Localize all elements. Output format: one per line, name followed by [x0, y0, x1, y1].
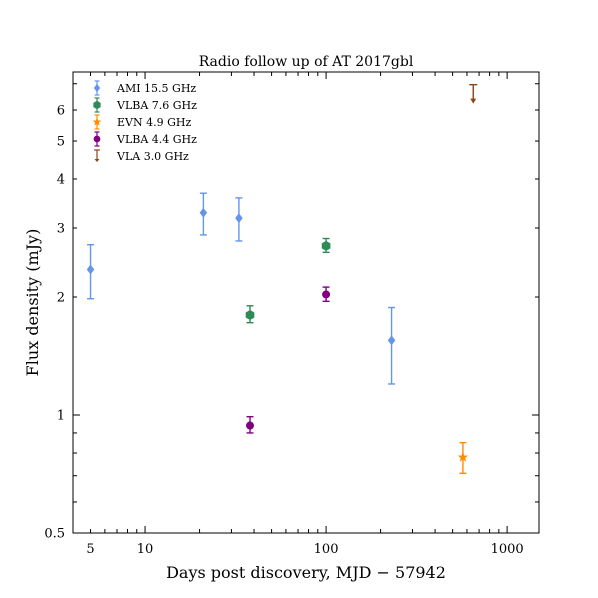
- plot-frame: [72, 71, 540, 534]
- legend-item: VLBA 7.6 GHz: [93, 97, 197, 113]
- legend-item: VLBA 4.4 GHz: [93, 131, 197, 147]
- y-tick-label: 1: [57, 409, 65, 424]
- data-point: [321, 240, 331, 251]
- data-point: [387, 335, 396, 346]
- x-axis-label: Days post discovery, MJD − 57942: [166, 563, 446, 582]
- legend-marker: [93, 100, 101, 110]
- series-vlba-7-6-ghz: [245, 237, 331, 324]
- legend-label: VLBA 7.6 GHz: [116, 99, 197, 112]
- legend-label: AMI 15.5 GHz: [116, 82, 196, 95]
- data-series: [86, 83, 478, 475]
- y-axis: 0.5 1 2 3 4 5 6: [44, 83, 539, 542]
- y-tick-label: 0.5: [44, 527, 65, 542]
- legend-label: EVN 4.9 GHz: [117, 116, 191, 129]
- x-tick-label: 1000: [491, 542, 524, 557]
- legend-item: EVN 4.9 GHz: [92, 114, 191, 130]
- series-vlba-4-4-ghz: [246, 286, 331, 434]
- data-point: [246, 421, 255, 430]
- upper-limit-arrow: [470, 98, 477, 104]
- legend-item: VLA 3.0 GHz: [94, 149, 189, 163]
- legend-marker-arrow: [94, 159, 100, 162]
- x-tick-label: 10: [137, 542, 154, 557]
- y-tick-label: 3: [57, 221, 65, 236]
- y-tick-label: 5: [57, 135, 65, 150]
- data-point: [235, 213, 243, 224]
- x-tick-label: 5: [86, 542, 94, 557]
- legend-marker: [92, 117, 102, 126]
- data-point: [199, 207, 208, 218]
- data-point: [322, 290, 331, 299]
- legend-marker: [93, 83, 101, 93]
- y-axis-label: Flux density (mJy): [23, 229, 42, 377]
- data-point: [457, 451, 469, 462]
- x-tick-label: 100: [314, 542, 339, 557]
- series-ami-15-5-ghz: [86, 192, 396, 385]
- y-tick-label: 6: [57, 103, 65, 118]
- legend-label: VLBA 4.4 GHz: [116, 133, 197, 146]
- data-point: [86, 264, 95, 275]
- legend: AMI 15.5 GHz VLBA 7.6 GHz EVN 4.9 GHz VLBA …: [92, 80, 197, 163]
- series-vla-3-0-ghz: [469, 83, 478, 104]
- data-point: [245, 309, 255, 320]
- y-tick-label: 2: [57, 291, 65, 306]
- legend-label: VLA 3.0 GHz: [116, 150, 189, 163]
- y-tick-label: 4: [57, 173, 65, 188]
- legend-marker: [93, 135, 101, 143]
- x-axis: 5 10 100 1000: [72, 72, 524, 557]
- legend-item: AMI 15.5 GHz: [93, 80, 196, 96]
- chart-title: Radio follow up of AT 2017gbl: [199, 54, 414, 70]
- series-evn-4-9-ghz: [457, 441, 469, 475]
